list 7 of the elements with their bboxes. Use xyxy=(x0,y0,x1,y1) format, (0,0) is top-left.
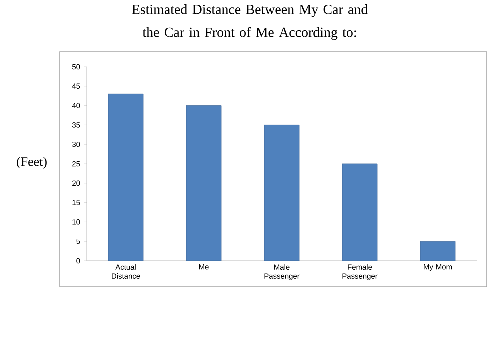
bar xyxy=(342,164,378,261)
bar xyxy=(186,106,222,261)
bar xyxy=(264,125,300,261)
chart-title: Estimated Distance Between My Car and the Car in Front of Me According to: xyxy=(132,4,368,40)
bar xyxy=(108,94,144,261)
bar xyxy=(420,241,456,261)
y-axis-title: (Feet) xyxy=(17,157,47,169)
